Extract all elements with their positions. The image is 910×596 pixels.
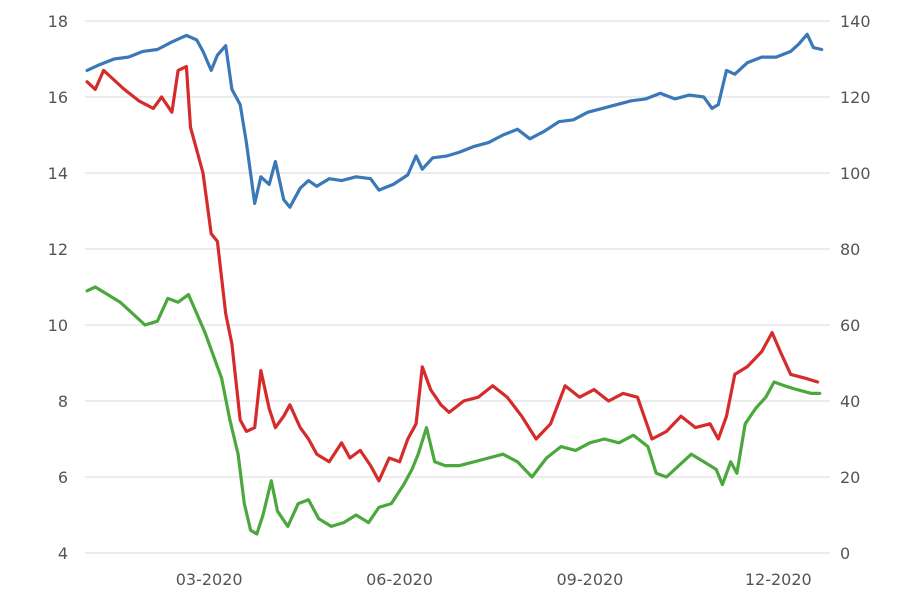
x-tick-label: 03-2020 bbox=[176, 570, 243, 589]
y-left-tick-label: 16 bbox=[48, 88, 68, 107]
x-tick-label: 09-2020 bbox=[557, 570, 624, 589]
series-line-2 bbox=[85, 64, 820, 483]
axis-labels: 4 6 8 10 12 14 16 18 0 20 40 60 80 100 120 140 03-2020 06… bbox=[48, 12, 871, 589]
y-right-tick-label: 140 bbox=[840, 12, 871, 31]
x-tick-label: 06-2020 bbox=[366, 570, 433, 589]
y-right-tick-label: 0 bbox=[840, 544, 850, 563]
x-tick-label: 12-2020 bbox=[745, 570, 812, 589]
y-right-tick-label: 120 bbox=[840, 88, 871, 107]
grid-lines bbox=[85, 20, 830, 554]
y-left-tick-label: 18 bbox=[48, 12, 68, 31]
y-left-tick-label: 8 bbox=[58, 392, 68, 411]
y-left-tick-label: 14 bbox=[48, 164, 68, 183]
series-line-1 bbox=[85, 32, 824, 209]
y-left-tick-label: 12 bbox=[48, 240, 68, 259]
y-right-tick-label: 60 bbox=[840, 316, 860, 335]
series-lines bbox=[85, 32, 824, 536]
y-left-tick-label: 10 bbox=[48, 316, 68, 335]
y-left-tick-label: 6 bbox=[58, 468, 68, 487]
y-right-tick-label: 40 bbox=[840, 392, 860, 411]
y-left-tick-label: 4 bbox=[58, 544, 68, 563]
y-right-tick-label: 80 bbox=[840, 240, 860, 259]
y-right-tick-label: 100 bbox=[840, 164, 871, 183]
series-line-3 bbox=[85, 285, 822, 536]
y-right-tick-label: 20 bbox=[840, 468, 860, 487]
